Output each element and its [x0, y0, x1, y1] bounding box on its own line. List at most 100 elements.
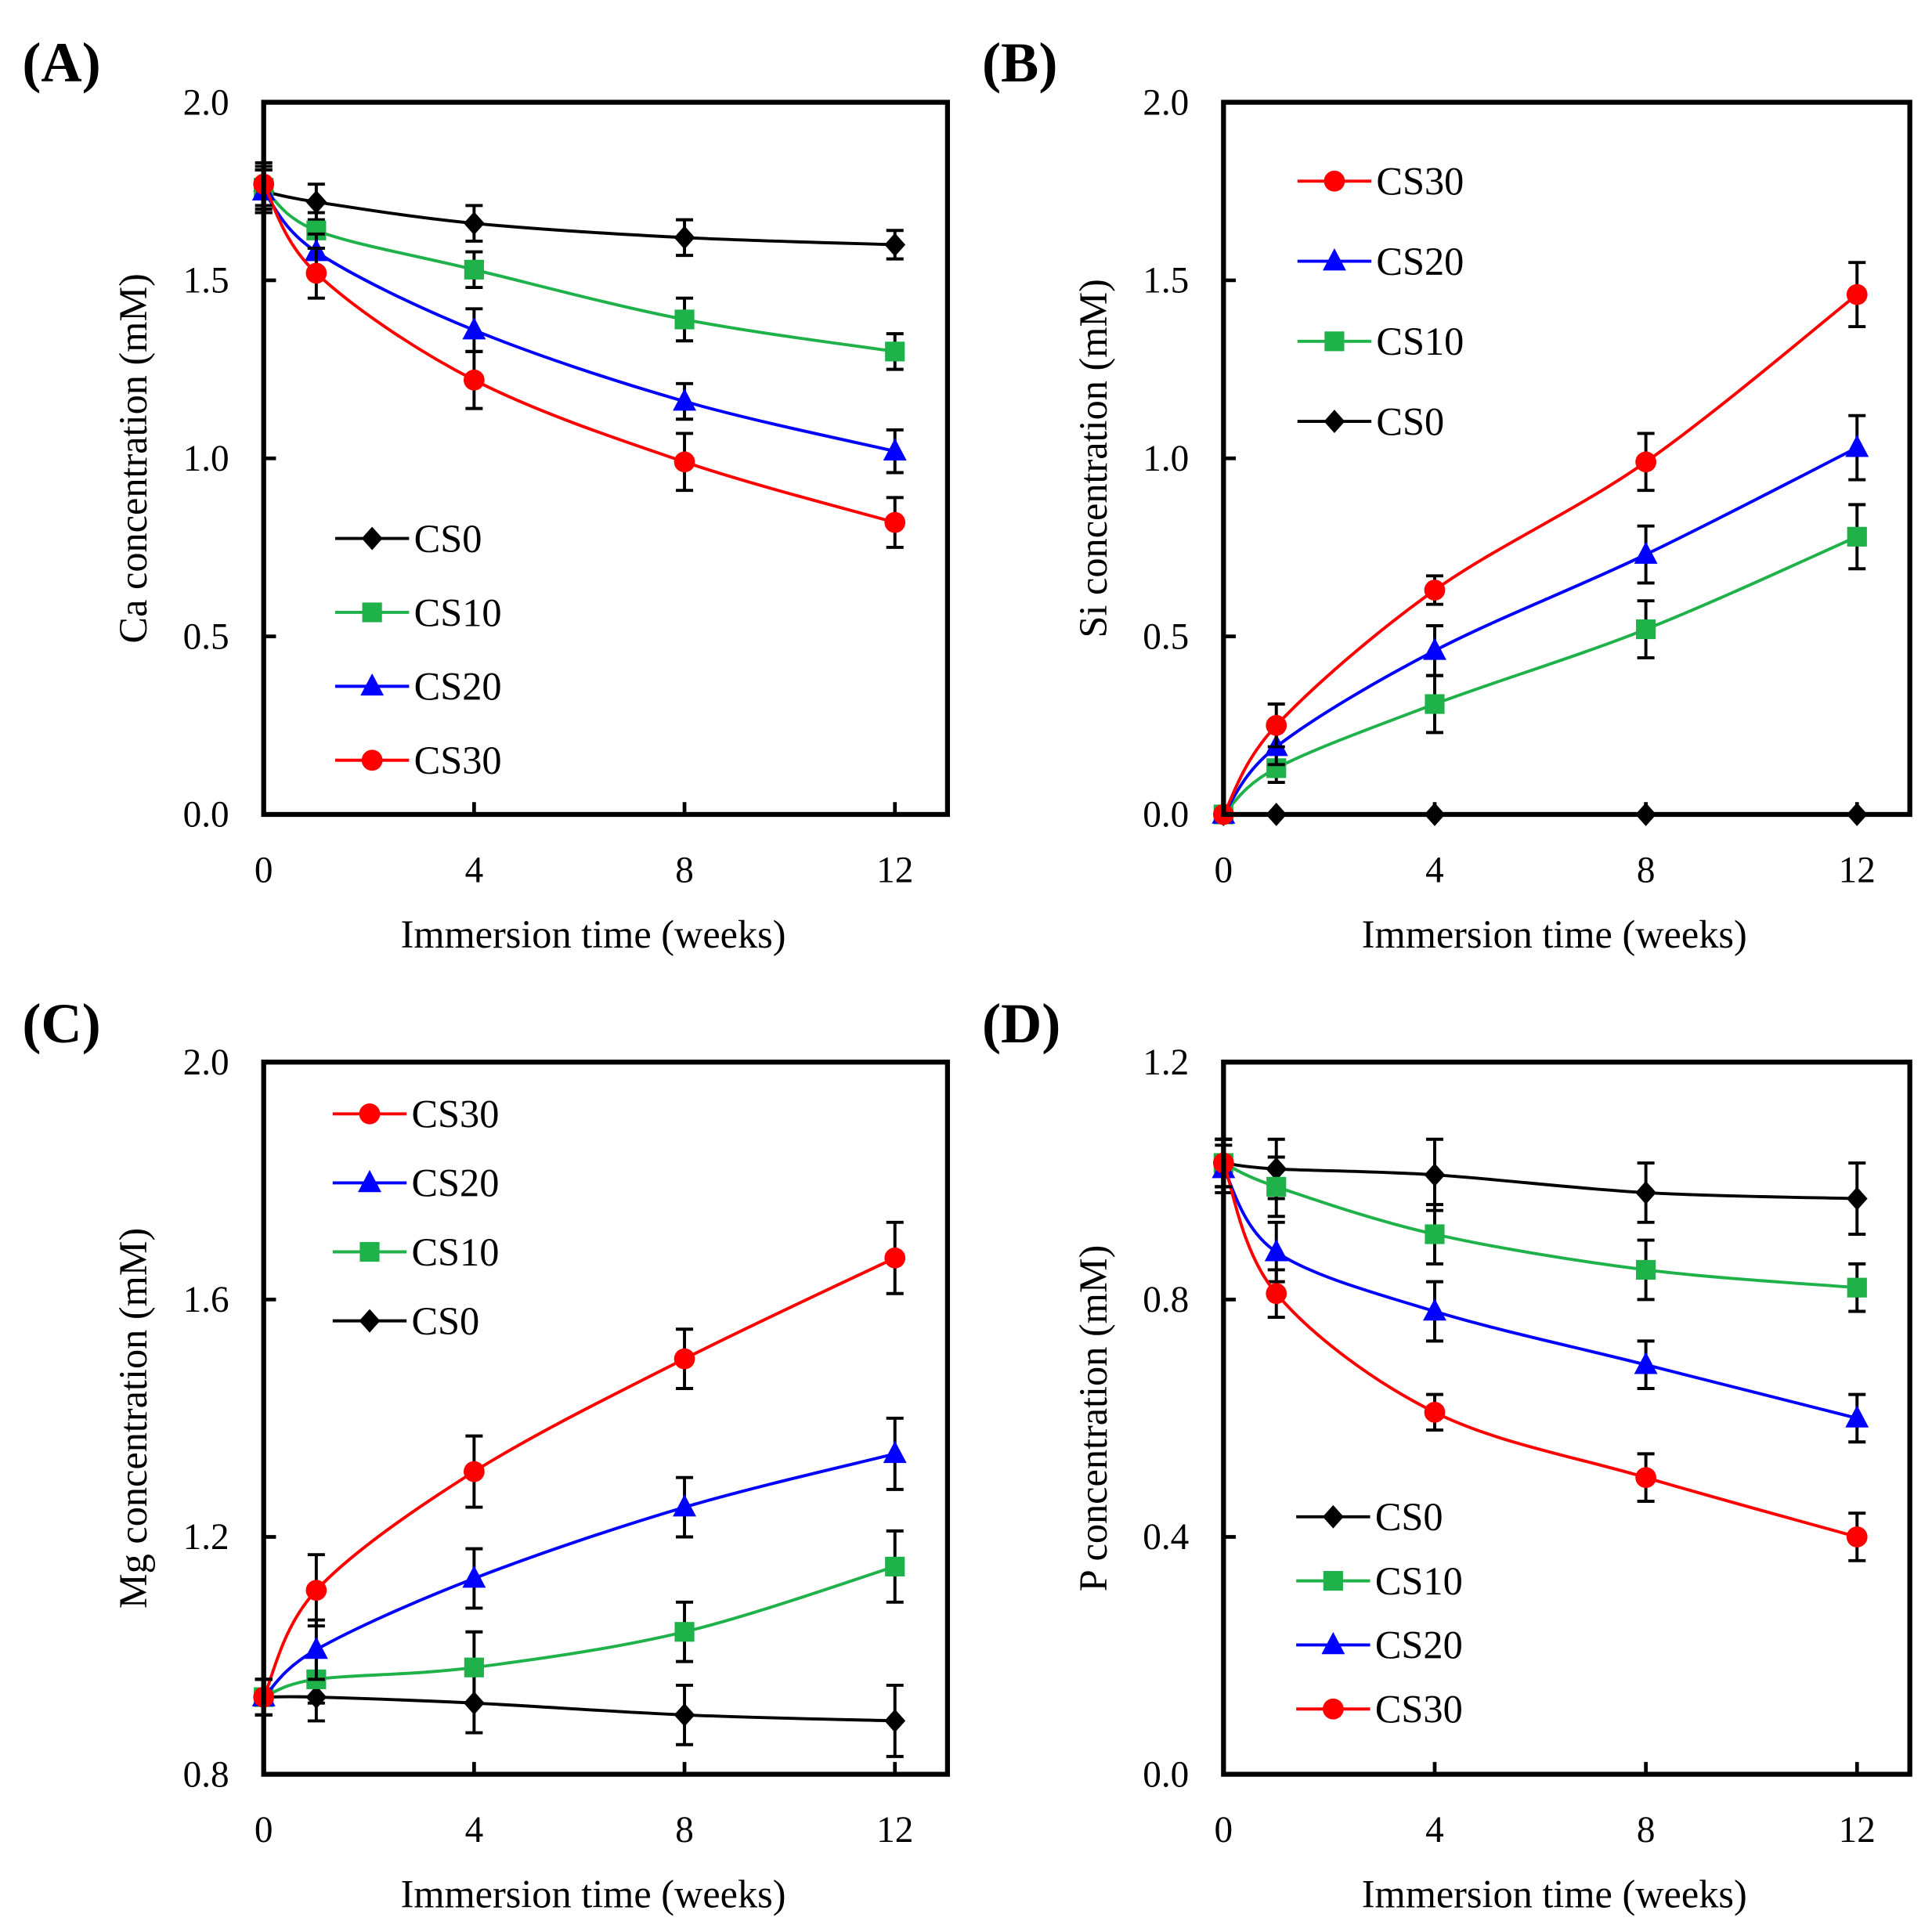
data-point: [1635, 451, 1656, 473]
legend-marker: [359, 1103, 381, 1125]
legend-item-CS20: CS20: [1297, 240, 1464, 283]
y-axis-label: Ca concentration (mM): [111, 273, 155, 643]
x-tick-label: 8: [675, 850, 694, 891]
legend-label: CS0: [414, 517, 482, 561]
legend-item-CS0: CS0: [332, 1299, 479, 1343]
x-axis-label: Immersion time (weeks): [1362, 912, 1747, 956]
data-point: [1845, 435, 1869, 457]
data-point: [464, 1461, 485, 1482]
x-tick-label: 0: [1215, 1810, 1233, 1851]
plot-frame: [1221, 99, 1912, 818]
series-line: [263, 190, 895, 247]
data-point: [1423, 1298, 1446, 1321]
legend-label: CS10: [414, 590, 502, 634]
series-CS30: [253, 1220, 906, 1717]
panel-label: (C): [22, 992, 100, 1055]
x-tick-label: 0: [255, 850, 273, 891]
series-CS30: [253, 161, 906, 549]
legend-label: CS0: [1375, 1495, 1443, 1539]
legend-item-CS30: CS30: [1297, 160, 1464, 204]
series-line: [262, 1452, 896, 1699]
data-point: [1847, 1277, 1867, 1298]
y-tick-label: 0.0: [1143, 795, 1189, 836]
data-point: [462, 317, 486, 340]
series-line: [262, 1565, 896, 1699]
data-point: [674, 309, 695, 330]
legend-label: CS30: [414, 738, 502, 782]
panel-label: (B): [982, 31, 1057, 94]
data-point: [1424, 580, 1446, 601]
x-axis-label: Immersion time (weeks): [401, 912, 786, 956]
y-axis-label: Mg concentration (mM): [111, 1228, 155, 1609]
data-point: [1424, 1163, 1446, 1187]
x-tick-label: 4: [1425, 1810, 1444, 1851]
y-tick-label: 2.0: [183, 82, 229, 123]
series-line: [262, 1256, 896, 1698]
series-line: [1222, 293, 1858, 815]
chart-panel-1: (B) 0.0 0.5 1.0 1.5 2.0 0 4 8 12 Immersion time (w…: [982, 31, 1912, 956]
data-point: [464, 1657, 484, 1677]
legend-item-CS10: CS10: [1296, 1559, 1463, 1603]
legend-item-CS10: CS10: [332, 1230, 499, 1274]
data-point: [884, 1247, 906, 1269]
legend-item-CS0: CS0: [1296, 1495, 1443, 1539]
chart-panel-3: (D) 0.0 0.4 0.8 1.2 0 4 8 12 Immersion time (week…: [982, 992, 1912, 1916]
y-tick-label: 0.5: [1143, 616, 1189, 657]
data-point: [1634, 1352, 1658, 1374]
data-point: [883, 438, 907, 460]
data-point: [1266, 1176, 1287, 1197]
x-tick-label: 0: [1215, 850, 1233, 891]
series-line: [1222, 446, 1858, 816]
x-tick-label: 8: [675, 1810, 694, 1851]
data-point: [1634, 541, 1658, 564]
plot-frame: [261, 1060, 951, 1777]
y-tick-label: 1.2: [183, 1517, 229, 1558]
data-point: [1266, 714, 1287, 736]
series-CS0: [253, 1671, 906, 1758]
data-point: [464, 211, 485, 236]
legend-label: CS10: [1375, 1559, 1463, 1603]
legend-marker: [1322, 1504, 1344, 1529]
x-tick-label: 8: [1637, 1810, 1656, 1851]
series-CS10: [254, 164, 905, 371]
legend-label: CS20: [1375, 1623, 1463, 1667]
legend-marker: [1321, 1631, 1345, 1655]
data-point: [1636, 619, 1656, 640]
x-tick-label: 12: [1839, 850, 1876, 891]
legend-item-CS30: CS30: [1296, 1688, 1463, 1732]
y-tick-label: 0.8: [183, 1754, 229, 1795]
data-point: [1425, 694, 1445, 714]
chart-panel-2: (C) 0.8 1.2 1.6 2.0 0 4 8 12 Immersion time (week…: [22, 992, 951, 1916]
y-axis-label: Si concentration (mM): [1071, 279, 1115, 637]
data-point: [884, 511, 906, 533]
legend-item-CS30: CS30: [334, 738, 502, 782]
data-point: [674, 1622, 695, 1642]
data-point: [884, 233, 906, 257]
legend-marker: [362, 602, 382, 623]
panel-label: (A): [22, 31, 100, 94]
series-line: [1222, 1162, 1858, 1539]
legend-label: CS20: [411, 1161, 499, 1205]
legend-marker: [361, 526, 383, 551]
y-tick-label: 0.0: [1143, 1754, 1189, 1795]
legend-marker: [360, 673, 385, 696]
legend-marker: [359, 1241, 380, 1262]
series-line: [1223, 1161, 1858, 1201]
data-point: [673, 1703, 695, 1727]
y-tick-label: 0.4: [1143, 1517, 1189, 1558]
chart-panel-0: (A) 0.0 0.5 1.0 1.5 2.0 0 4 8 12 Immersion time (w…: [22, 31, 951, 956]
series-line: [263, 1695, 895, 1723]
y-tick-label: 1.5: [1143, 261, 1189, 302]
series-line: [1222, 1161, 1858, 1290]
data-point: [1847, 526, 1867, 547]
legend-marker: [1324, 410, 1345, 434]
legend-label: CS30: [411, 1092, 499, 1136]
legend-marker: [1324, 170, 1345, 192]
y-tick-label: 0.5: [183, 616, 229, 657]
y-tick-label: 0.0: [183, 795, 229, 836]
legend-label: CS30: [1375, 1688, 1463, 1732]
data-point: [305, 190, 327, 214]
data-point: [304, 1636, 328, 1659]
legend-label: CS0: [411, 1299, 479, 1343]
x-tick-label: 4: [465, 1810, 484, 1851]
